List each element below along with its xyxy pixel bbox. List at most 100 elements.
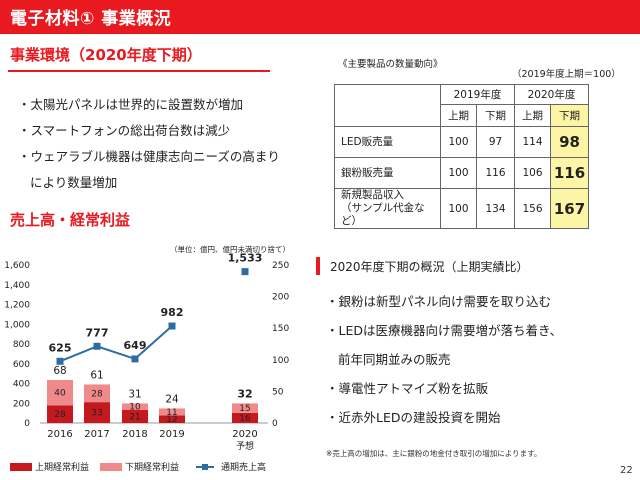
table-half-header: 下期 xyxy=(476,104,515,127)
table-row-label-line: （サンプル代金など） xyxy=(341,202,425,227)
title-bar: 電子材料① 事業概況 xyxy=(0,0,640,34)
bar-second-half-label: 40 xyxy=(54,389,66,399)
overview-accent-bar xyxy=(316,257,320,275)
right-axis-tick-label: 0 xyxy=(272,419,278,429)
x-axis-tick-label: 2016 xyxy=(47,429,72,440)
bar-second-half-label: 10 xyxy=(129,403,141,413)
table-row-label: 新規製品収入 （サンプル代金など） xyxy=(334,188,441,229)
environment-bullet: ・太陽光パネルは世界的に設置数が増加 xyxy=(18,97,244,112)
legend-swatch xyxy=(10,463,32,471)
table-cell: 106 xyxy=(514,157,551,189)
sales-data-label: 777 xyxy=(86,326,109,339)
left-axis-tick-label: 1,000 xyxy=(4,320,30,330)
table-cell: 97 xyxy=(476,126,515,158)
table-cell-highlight: 116 xyxy=(550,157,589,189)
bar-second-half-profit xyxy=(84,384,110,403)
x-axis-tick-label: 2020 xyxy=(232,429,257,440)
environment-bullet-list: ・太陽光パネルは世界的に設置数が増加 ・スマートフォンの総出荷台数は減少 ・ウェ… xyxy=(18,92,280,196)
table-cell: 100 xyxy=(440,188,477,229)
table-cell: 100 xyxy=(440,157,477,189)
table-cell: 114 xyxy=(514,126,551,158)
sales-marker xyxy=(241,268,249,276)
x-axis-tick-sublabel: 予想 xyxy=(236,440,254,452)
left-axis-tick-label: 1,400 xyxy=(4,281,30,291)
table-cell: 134 xyxy=(476,188,515,229)
sales-marker xyxy=(131,355,139,363)
legend-label: 上期経常利益 xyxy=(35,461,89,473)
table-cell-highlight: 167 xyxy=(550,188,589,229)
bar-first-half-profit xyxy=(159,415,185,423)
bar-second-half-label: 11 xyxy=(166,408,177,418)
right-axis-tick-label: 100 xyxy=(272,356,289,366)
sales-data-label: 625 xyxy=(49,341,72,354)
sales-profit-chart: 0 200 400 600 800 1,000 1,200 1,400 1,600 0 50 100 1… xyxy=(4,252,289,473)
x-axis-tick-label: 2019 xyxy=(159,429,184,440)
right-axis-tick-label: 250 xyxy=(272,261,289,271)
overview-list: ・銀粉は新型パネル向け需要を取り込む ・LEDは医療機器向け需要増が落ち着き、 … xyxy=(326,287,562,432)
table-row-label: 銀粉販売量 xyxy=(334,157,441,189)
x-axis-tick-label: 2018 xyxy=(122,429,147,440)
annual-profit-label: 24 xyxy=(165,393,179,405)
environment-bullet: ・ウェアラブル機器は健康志向ニーズの高まり xyxy=(18,149,280,164)
table-cell: 156 xyxy=(514,188,551,229)
table-row: 新規製品収入 （サンプル代金など） 100 134 156 167 xyxy=(334,188,589,229)
sales-data-label: 1,533 xyxy=(228,252,263,265)
product-volume-table: 2019年度 2020年度 上期 下期 上期 下期 LED販売量 100 97 … xyxy=(334,84,589,229)
bar-first-half-profit xyxy=(232,412,258,423)
table-half-header: 上期 xyxy=(440,104,477,127)
environment-heading: 事業環境（2020年度下期） xyxy=(10,46,202,64)
product-table-base-note: （2019年度上期＝100） xyxy=(512,69,621,80)
environment-heading-underline xyxy=(8,70,270,72)
overview-item: ・LEDは医療機器向け需要増が落ち着き、 xyxy=(326,323,563,338)
table-row: 銀粉販売量 100 116 106 116 xyxy=(334,157,589,189)
x-axis-tick-label: 2017 xyxy=(84,429,109,440)
product-table-caption: 《主要製品の数量動向》 xyxy=(338,59,443,70)
chart-unit-note: （単位：億円、億円未満切り捨て） xyxy=(170,245,290,254)
left-axis-tick-label: 1,200 xyxy=(4,301,30,311)
table-header-row: 2019年度 2020年度 xyxy=(334,84,589,127)
left-axis-tick-label: 600 xyxy=(13,360,30,370)
legend-swatch xyxy=(100,463,122,471)
right-axis-tick-label: 50 xyxy=(272,387,284,397)
bar-second-half-label: 15 xyxy=(239,404,250,414)
overview-title: 2020年度下期の概況（上期実績比） xyxy=(330,260,529,274)
bar-first-half-label: 21 xyxy=(129,412,140,422)
bar-first-half-label: 33 xyxy=(91,409,102,419)
right-axis-tick-label: 150 xyxy=(272,324,289,334)
sales-marker xyxy=(168,322,176,330)
bar-second-half-profit xyxy=(47,380,73,406)
sales-data-label: 982 xyxy=(161,306,184,319)
table-cell-highlight: 98 xyxy=(550,126,589,158)
overview-item: ・近赤外LEDの建設投資を開始 xyxy=(326,410,501,425)
left-axis-tick-label: 200 xyxy=(13,399,30,409)
legend-label: 下期経常利益 xyxy=(125,461,179,473)
environment-bullet: ・スマートフォンの総出荷台数は減少 xyxy=(18,123,231,138)
page-number: 22 xyxy=(620,465,633,476)
slide-title: 電子材料① 事業概況 xyxy=(10,9,172,29)
environment-bullet: により数量増加 xyxy=(30,175,118,190)
bar-second-half-profit xyxy=(159,408,185,416)
sales-heading: 売上高・経常利益 xyxy=(10,211,131,229)
sales-data-label: 649 xyxy=(124,339,147,352)
annual-profit-label: 31 xyxy=(128,388,141,400)
table-year-header: 2019年度 xyxy=(440,84,515,105)
right-axis-tick-label: 200 xyxy=(272,293,289,303)
overview-item: ・導電性アトマイズ粉を拡販 xyxy=(326,381,489,396)
table-row-label-line: 新規製品収入 xyxy=(341,189,404,201)
legend-label: 通期売上高 xyxy=(221,461,266,473)
table-row-label: LED販売量 xyxy=(334,126,441,158)
left-axis-tick-label: 0 xyxy=(24,419,30,429)
bar-first-half-label: 12 xyxy=(166,415,177,425)
bar-first-half-profit xyxy=(84,402,110,423)
table-cell: 100 xyxy=(440,126,477,158)
table-cell: 116 xyxy=(476,157,515,189)
sales-line xyxy=(59,325,173,363)
bar-second-half-profit xyxy=(232,403,258,413)
overview-item: 前年同期並みの販売 xyxy=(338,352,451,367)
bar-first-half-profit xyxy=(47,405,73,423)
footnote: ※売上高の増加は、主に銀粉の地金付き取引の増加によります。 xyxy=(326,449,542,458)
table-year-header: 2020年度 xyxy=(514,84,589,105)
annual-profit-label: 32 xyxy=(237,387,252,400)
left-axis-tick-label: 400 xyxy=(13,380,30,390)
table-row: LED販売量 100 97 114 98 xyxy=(334,126,589,158)
